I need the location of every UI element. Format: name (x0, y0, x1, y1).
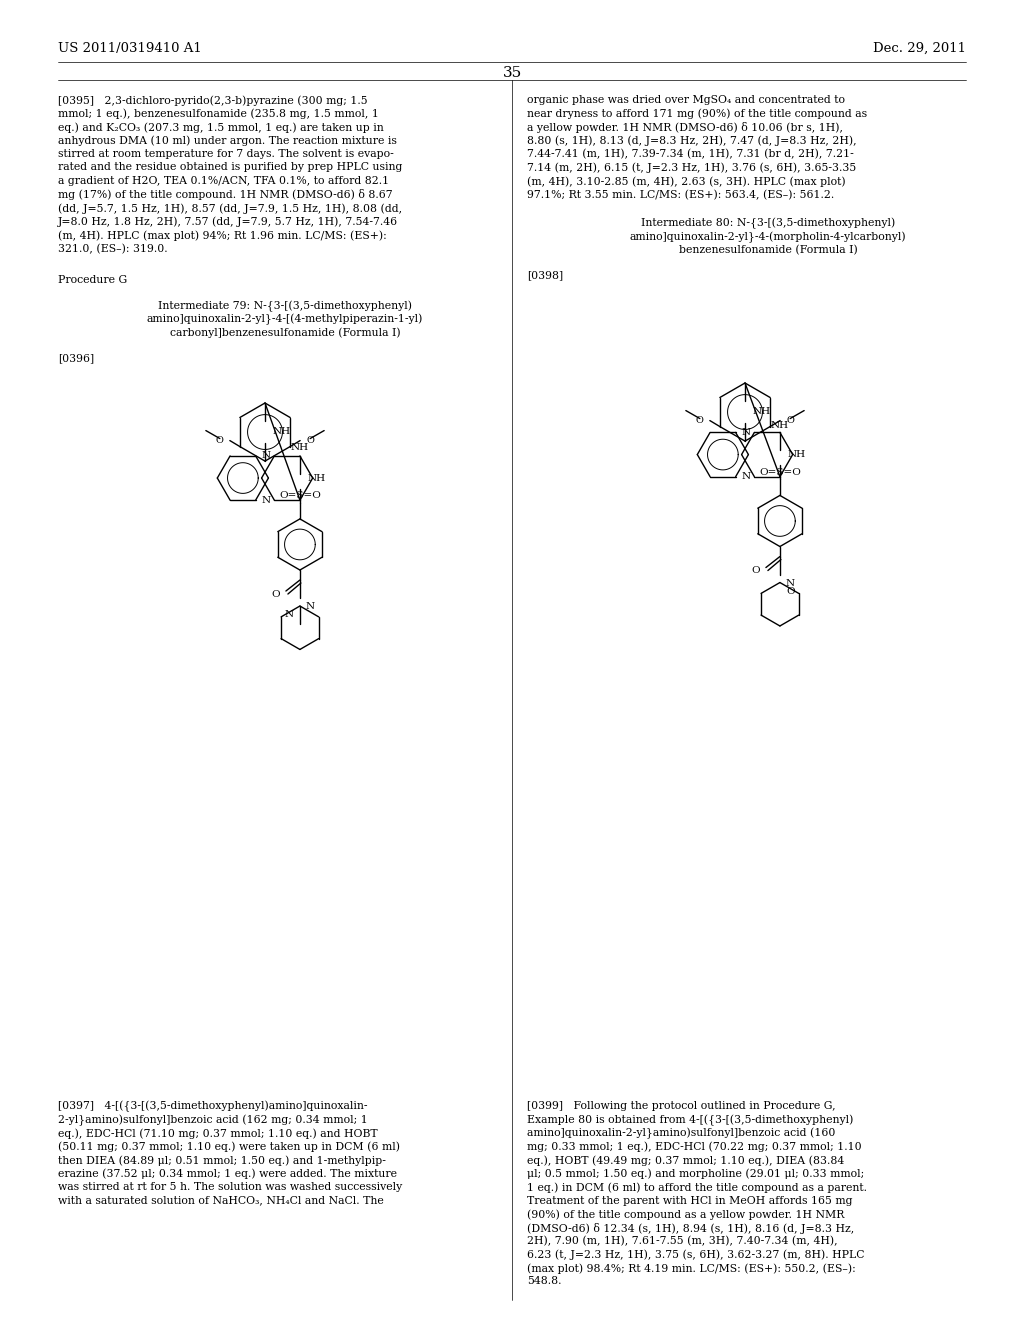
Text: μl; 0.5 mmol; 1.50 eq.) and morpholine (29.01 μl; 0.33 mmol;: μl; 0.5 mmol; 1.50 eq.) and morpholine (… (527, 1168, 864, 1179)
Text: O: O (216, 436, 224, 445)
Text: amino]quinoxalin-2-yl}-4-[(4-methylpiperazin-1-yl): amino]quinoxalin-2-yl}-4-[(4-methylpiper… (146, 314, 423, 325)
Text: a yellow powder. 1H NMR (DMSO-d6) δ 10.06 (br s, 1H),: a yellow powder. 1H NMR (DMSO-d6) δ 10.0… (527, 121, 843, 133)
Text: Treatment of the parent with HCl in MeOH affords 165 mg: Treatment of the parent with HCl in MeOH… (527, 1196, 853, 1205)
Text: O: O (306, 436, 314, 445)
Text: O: O (271, 590, 280, 598)
Text: O=S=O: O=S=O (759, 467, 801, 477)
Text: mg (17%) of the title compound. 1H NMR (DMSO-d6) δ 8.67: mg (17%) of the title compound. 1H NMR (… (58, 190, 392, 201)
Text: NH: NH (787, 450, 806, 459)
Text: Dec. 29, 2011: Dec. 29, 2011 (873, 42, 966, 55)
Text: NH: NH (291, 444, 308, 451)
Text: N: N (285, 610, 294, 619)
Text: stirred at room temperature for 7 days. The solvent is evapo-: stirred at room temperature for 7 days. … (58, 149, 394, 158)
Text: 35: 35 (503, 66, 521, 81)
Text: O=S=O: O=S=O (279, 491, 321, 500)
Text: N: N (306, 602, 315, 611)
Text: eq.), HOBT (49.49 mg; 0.37 mmol; 1.10 eq.), DIEA (83.84: eq.), HOBT (49.49 mg; 0.37 mmol; 1.10 eq… (527, 1155, 844, 1166)
Text: NH: NH (308, 474, 326, 483)
Text: (max plot) 98.4%; Rt 4.19 min. LC/MS: (ES+): 550.2, (ES–):: (max plot) 98.4%; Rt 4.19 min. LC/MS: (E… (527, 1263, 856, 1274)
Text: eq.) and K₂CO₃ (207.3 mg, 1.5 mmol, 1 eq.) are taken up in: eq.) and K₂CO₃ (207.3 mg, 1.5 mmol, 1 eq… (58, 121, 384, 132)
Text: 1 eq.) in DCM (6 ml) to afford the title compound as a parent.: 1 eq.) in DCM (6 ml) to afford the title… (527, 1181, 867, 1192)
Text: 321.0, (ES–): 319.0.: 321.0, (ES–): 319.0. (58, 243, 168, 253)
Text: erazine (37.52 μl; 0.34 mmol; 1 eq.) were added. The mixture: erazine (37.52 μl; 0.34 mmol; 1 eq.) wer… (58, 1168, 397, 1179)
Text: [0395]   2,3-dichloro-pyrido(2,3-b)pyrazine (300 mg; 1.5: [0395] 2,3-dichloro-pyrido(2,3-b)pyrazin… (58, 95, 368, 106)
Text: [0398]: [0398] (527, 271, 563, 281)
Text: 548.8.: 548.8. (527, 1276, 561, 1287)
Text: N: N (261, 451, 270, 461)
Text: US 2011/0319410 A1: US 2011/0319410 A1 (58, 42, 202, 55)
Text: Example 80 is obtained from 4-[({3-[(3,5-dimethoxyphenyl): Example 80 is obtained from 4-[({3-[(3,5… (527, 1114, 853, 1126)
Text: with a saturated solution of NaHCO₃, NH₄Cl and NaCl. The: with a saturated solution of NaHCO₃, NH₄… (58, 1196, 384, 1205)
Text: O: O (785, 586, 795, 595)
Text: mmol; 1 eq.), benzenesulfonamide (235.8 mg, 1.5 mmol, 1: mmol; 1 eq.), benzenesulfonamide (235.8 … (58, 108, 379, 119)
Text: mg; 0.33 mmol; 1 eq.), EDC-HCl (70.22 mg; 0.37 mmol; 1.10: mg; 0.33 mmol; 1 eq.), EDC-HCl (70.22 mg… (527, 1142, 861, 1152)
Text: 97.1%; Rt 3.55 min. LC/MS: (ES+): 563.4, (ES–): 561.2.: 97.1%; Rt 3.55 min. LC/MS: (ES+): 563.4,… (527, 190, 835, 199)
Text: O: O (696, 416, 703, 425)
Text: (m, 4H). HPLC (max plot) 94%; Rt 1.96 min. LC/MS: (ES+):: (m, 4H). HPLC (max plot) 94%; Rt 1.96 mi… (58, 230, 387, 240)
Text: (m, 4H), 3.10-2.85 (m, 4H), 2.63 (s, 3H). HPLC (max plot): (m, 4H), 3.10-2.85 (m, 4H), 2.63 (s, 3H)… (527, 176, 846, 186)
Text: 2-yl}amino)sulfonyl]benzoic acid (162 mg; 0.34 mmol; 1: 2-yl}amino)sulfonyl]benzoic acid (162 mg… (58, 1114, 368, 1126)
Text: O: O (786, 416, 794, 425)
Text: N: N (785, 578, 795, 587)
Text: Procedure G: Procedure G (58, 275, 127, 285)
Text: O: O (752, 566, 760, 576)
Text: Intermediate 80: N-{3-[(3,5-dimethoxyphenyl): Intermediate 80: N-{3-[(3,5-dimethoxyphe… (641, 218, 895, 230)
Text: was stirred at rt for 5 h. The solution was washed successively: was stirred at rt for 5 h. The solution … (58, 1181, 402, 1192)
Text: eq.), EDC-HCl (71.10 mg; 0.37 mmol; 1.10 eq.) and HOBT: eq.), EDC-HCl (71.10 mg; 0.37 mmol; 1.10… (58, 1129, 378, 1139)
Text: a gradient of H2O, TEA 0.1%/ACN, TFA 0.1%, to afford 82.1: a gradient of H2O, TEA 0.1%/ACN, TFA 0.1… (58, 176, 389, 186)
Text: organic phase was dried over MgSO₄ and concentrated to: organic phase was dried over MgSO₄ and c… (527, 95, 845, 106)
Text: J=8.0 Hz, 1.8 Hz, 2H), 7.57 (dd, J=7.9, 5.7 Hz, 1H), 7.54-7.46: J=8.0 Hz, 1.8 Hz, 2H), 7.57 (dd, J=7.9, … (58, 216, 398, 227)
Text: NH: NH (273, 426, 291, 436)
Text: (dd, J=5.7, 1.5 Hz, 1H), 8.57 (dd, J=7.9, 1.5 Hz, 1H), 8.08 (dd,: (dd, J=5.7, 1.5 Hz, 1H), 8.57 (dd, J=7.9… (58, 203, 402, 214)
Text: NH: NH (770, 421, 788, 430)
Text: 8.80 (s, 1H), 8.13 (d, J=8.3 Hz, 2H), 7.47 (d, J=8.3 Hz, 2H),: 8.80 (s, 1H), 8.13 (d, J=8.3 Hz, 2H), 7.… (527, 136, 857, 147)
Text: Intermediate 79: N-{3-[(3,5-dimethoxyphenyl): Intermediate 79: N-{3-[(3,5-dimethoxyphe… (158, 301, 412, 312)
Text: 7.14 (m, 2H), 6.15 (t, J=2.3 Hz, 1H), 3.76 (s, 6H), 3.65-3.35: 7.14 (m, 2H), 6.15 (t, J=2.3 Hz, 1H), 3.… (527, 162, 856, 173)
Text: [0399]   Following the protocol outlined in Procedure G,: [0399] Following the protocol outlined i… (527, 1101, 836, 1111)
Text: anhydrous DMA (10 ml) under argon. The reaction mixture is: anhydrous DMA (10 ml) under argon. The r… (58, 136, 397, 147)
Text: (90%) of the title compound as a yellow powder. 1H NMR: (90%) of the title compound as a yellow … (527, 1209, 845, 1220)
Text: NH: NH (753, 407, 771, 416)
Text: amino]quinoxalin-2-yl}-4-(morpholin-4-ylcarbonyl): amino]quinoxalin-2-yl}-4-(morpholin-4-yl… (630, 231, 906, 243)
Text: amino]quinoxalin-2-yl}amino)sulfonyl]benzoic acid (160: amino]quinoxalin-2-yl}amino)sulfonyl]ben… (527, 1129, 836, 1139)
Text: 2H), 7.90 (m, 1H), 7.61-7.55 (m, 3H), 7.40-7.34 (m, 4H),: 2H), 7.90 (m, 1H), 7.61-7.55 (m, 3H), 7.… (527, 1236, 838, 1246)
Text: [0397]   4-[({3-[(3,5-dimethoxyphenyl)amino]quinoxalin-: [0397] 4-[({3-[(3,5-dimethoxyphenyl)amin… (58, 1101, 368, 1113)
Text: rated and the residue obtained is purified by prep HPLC using: rated and the residue obtained is purifi… (58, 162, 402, 173)
Text: (50.11 mg; 0.37 mmol; 1.10 eq.) were taken up in DCM (6 ml): (50.11 mg; 0.37 mmol; 1.10 eq.) were tak… (58, 1142, 400, 1152)
Text: carbonyl]benzenesulfonamide (Formula I): carbonyl]benzenesulfonamide (Formula I) (170, 327, 400, 338)
Text: then DIEA (84.89 μl; 0.51 mmol; 1.50 eq.) and 1-methylpip-: then DIEA (84.89 μl; 0.51 mmol; 1.50 eq.… (58, 1155, 386, 1166)
Text: N: N (741, 473, 751, 482)
Text: near dryness to afford 171 mg (90%) of the title compound as: near dryness to afford 171 mg (90%) of t… (527, 108, 867, 119)
Text: 7.44-7.41 (m, 1H), 7.39-7.34 (m, 1H), 7.31 (br d, 2H), 7.21-: 7.44-7.41 (m, 1H), 7.39-7.34 (m, 1H), 7.… (527, 149, 854, 160)
Text: N: N (741, 428, 751, 437)
Text: [0396]: [0396] (58, 352, 94, 363)
Text: (DMSO-d6) δ 12.34 (s, 1H), 8.94 (s, 1H), 8.16 (d, J=8.3 Hz,: (DMSO-d6) δ 12.34 (s, 1H), 8.94 (s, 1H),… (527, 1222, 854, 1233)
Text: N: N (261, 496, 270, 504)
Text: benzenesulfonamide (Formula I): benzenesulfonamide (Formula I) (679, 246, 857, 255)
Text: 6.23 (t, J=2.3 Hz, 1H), 3.75 (s, 6H), 3.62-3.27 (m, 8H). HPLC: 6.23 (t, J=2.3 Hz, 1H), 3.75 (s, 6H), 3.… (527, 1250, 864, 1261)
